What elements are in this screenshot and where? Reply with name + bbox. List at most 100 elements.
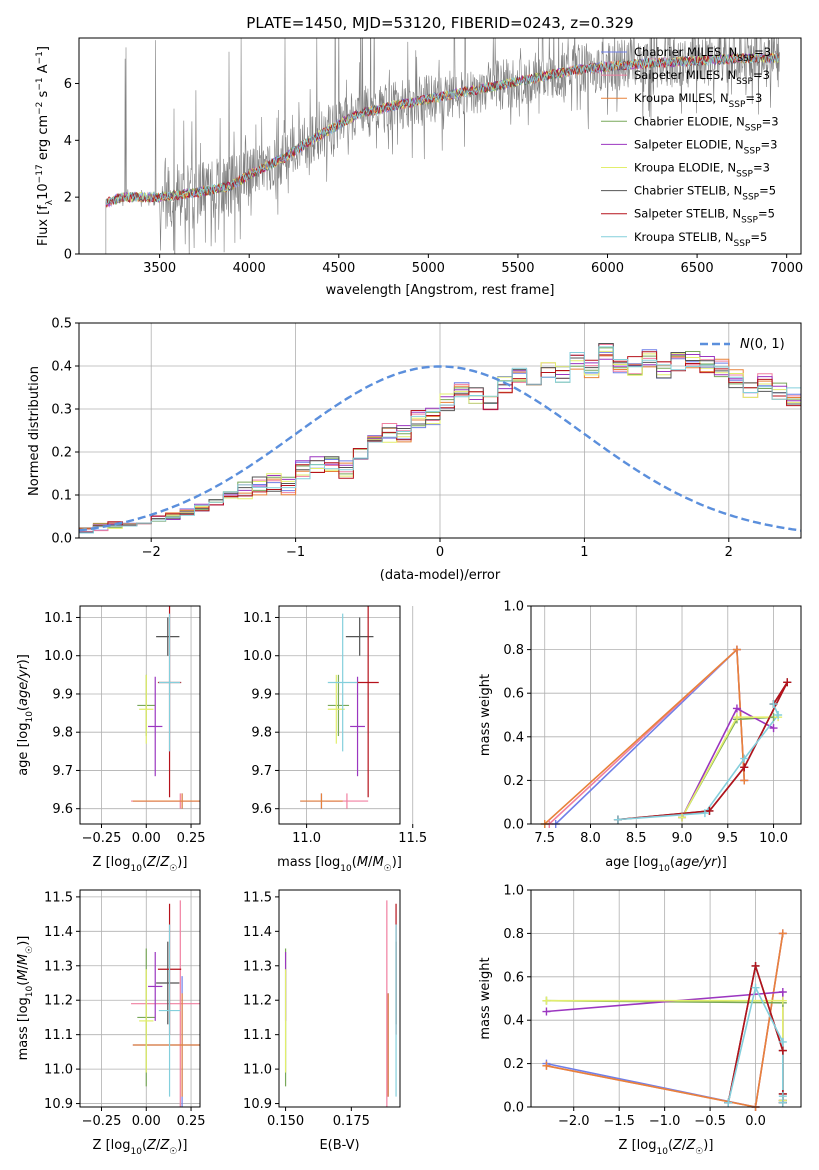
weight-marker-kroupa-stelib: [774, 711, 783, 719]
x-tick-label: 8.0: [580, 831, 601, 846]
x-tick-label: 10.0: [759, 831, 788, 846]
spectrum-y-axis-label: Flux [fλ10−17 erg cm−2 s−1 A−1]: [35, 46, 55, 246]
y-tick-label: 11.3: [243, 959, 272, 974]
x-tick-label: 11.0: [292, 831, 321, 846]
weight-marker-salpeter-elodie: [778, 987, 787, 996]
weight-marker-kroupa-elodie: [732, 713, 741, 722]
weight-marker-kroupa-stelib: [751, 983, 760, 992]
y-tick-label: 9.6: [52, 802, 73, 817]
legend-entry: Kroupa MILES, NSSP=3: [634, 91, 762, 110]
x-tick-label: 11.5: [398, 831, 427, 846]
weight-vs-Z-frame: [530, 889, 802, 1108]
mass-vs-EBV-axes: 0.150 0.175 10.9 11.0 11.1 11.2 11.3 11.4 11.5: [243, 890, 370, 1129]
y-tick-label: 11.4: [243, 925, 272, 940]
age-vs-Z-frame: [79, 605, 201, 825]
mass-vs-EBV-x-axis-label: E(B-V): [319, 1138, 359, 1153]
y-tick-label: 11.2: [243, 994, 272, 1009]
y-tick-label: 1.0: [503, 600, 524, 615]
residuals-legend: N(0, 1): [700, 337, 785, 352]
legend-entry: Kroupa STELIB, NSSP=5: [634, 230, 767, 249]
x-tick-label: 0.25: [177, 1114, 206, 1129]
x-tick-label: −2: [142, 545, 161, 560]
y-tick-label: 0.0: [503, 818, 524, 833]
legend-entry: Chabrier STELIB, NSSP=5: [634, 184, 776, 203]
y-tick-label: 0.0: [503, 1101, 524, 1116]
weight-marker-kroupa-elodie: [542, 996, 551, 1005]
spectrum-x-axis-label: wavelength [Angstrom, rest frame]: [326, 283, 555, 298]
weight-line-kroupa-miles: [546, 933, 784, 1107]
mass-vs-Z-frame: [79, 889, 201, 1108]
mass-vs-Z-plot-area: [131, 900, 200, 1107]
x-tick-label: 0.00: [132, 831, 161, 846]
weight-vs-age-x-axis-label: age [log10(age/yr)]: [605, 855, 727, 874]
x-tick-label: 8.5: [626, 831, 647, 846]
model-spectrum-kroupa-stelib: [105, 52, 780, 206]
y-tick-label: 9.7: [52, 764, 73, 779]
weight-marker-salpeter-elodie: [732, 704, 741, 713]
residuals-y-axis-label: Normed distribution: [27, 366, 42, 496]
x-tick-label: −0.25: [82, 1114, 122, 1129]
y-tick-label: 4: [64, 134, 72, 149]
y-tick-label: 11.1: [44, 1028, 73, 1043]
age-vs-Z-x-axis-label: Z [log10(Z/Z☉)]: [93, 855, 188, 874]
y-tick-label: 0.5: [51, 317, 72, 332]
x-tick-label: −1.0: [649, 1114, 681, 1129]
y-tick-label: 10.9: [44, 1097, 73, 1112]
residuals-x-axis-label: (data-model)/error: [380, 568, 501, 583]
x-tick-label: 4500: [322, 261, 355, 276]
mass-vs-Z-x-axis-label: Z [log10(Z/Z☉)]: [93, 1138, 188, 1157]
histogram-kroupa-stelib: [79, 346, 801, 538]
legend-entry: Kroupa ELODIE, NSSP=3: [634, 161, 770, 180]
histogram-salpeter-elodie: [79, 354, 801, 538]
y-tick-label: 1.0: [503, 884, 524, 899]
y-tick-label: 2: [64, 191, 72, 206]
x-tick-label: 7000: [770, 261, 803, 276]
y-tick-label: 0.3: [51, 403, 72, 418]
histogram-salpeter-stelib: [79, 351, 801, 538]
spectrum-axes: 3500 4000 4500 5000 5500 6000 6500 7000 0 2 4 6: [64, 77, 803, 276]
age-vs-mass-axes: 11.0 11.5 9.6 9.7 9.8 9.9 10.0 10.1: [243, 606, 427, 846]
legend-entry: Salpeter MILES, NSSP=3: [634, 68, 770, 87]
weight-marker-salpeter-stelib: [778, 1046, 787, 1055]
y-tick-label: 9.9: [52, 687, 73, 702]
y-tick-label: 11.5: [243, 890, 272, 905]
histogram-kroupa-elodie: [79, 350, 801, 538]
weight-marker-kroupa-elodie: [778, 996, 787, 1005]
x-tick-label: 6000: [591, 261, 624, 276]
weight-vs-age-y-axis-label: mass weight: [478, 674, 493, 756]
x-tick-label: 3500: [143, 261, 176, 276]
y-tick-label: 11.5: [44, 890, 73, 905]
legend-entry: Salpeter ELODIE, NSSP=3: [634, 137, 777, 156]
weight-marker-salpeter-elodie: [542, 1007, 551, 1016]
y-tick-label: 0.4: [51, 360, 72, 375]
x-tick-label: 1: [580, 545, 588, 560]
weight-marker-kroupa-miles: [542, 1061, 551, 1070]
spectrum-plot-area: [105, 38, 780, 254]
weight-line-chabrier-stelib: [617, 681, 789, 821]
weight-marker-kroupa-stelib: [740, 754, 749, 763]
y-tick-label: 9.8: [52, 726, 73, 741]
y-tick-label: 11.4: [44, 925, 73, 940]
legend-entry: Salpeter STELIB, NSSP=5: [634, 207, 775, 226]
x-tick-label: 0: [436, 545, 444, 560]
x-tick-label: 0.150: [267, 1114, 304, 1129]
x-tick-label: −0.25: [82, 831, 122, 846]
legend-entry: N(0, 1): [740, 337, 785, 352]
weight-marker-kroupa-miles: [740, 776, 749, 785]
age-vs-Z-y-axis-label: age [log10(age/yr)]: [16, 654, 35, 776]
mass-vs-EBV-frame: [278, 889, 401, 1108]
weight-marker-kroupa-stelib: [778, 1098, 787, 1107]
weight-vs-age-frame: [530, 605, 802, 825]
weight-marker-kroupa-stelib: [700, 809, 709, 818]
y-tick-label: 0.4: [503, 1014, 524, 1029]
y-tick-label: 0.0: [51, 532, 72, 547]
y-tick-label: 9.6: [251, 802, 272, 817]
weight-line-kroupa-stelib: [617, 703, 780, 821]
age-vs-mass-frame: [278, 605, 401, 825]
weight-marker-kroupa-miles: [732, 645, 741, 654]
y-tick-label: 10.1: [243, 611, 272, 626]
residuals-axes: −2 −1 0 1 2 0.0 0.1 0.2 0.3 0.4 0.5: [51, 317, 801, 560]
histogram-chabrier-stelib: [79, 343, 801, 538]
y-tick-label: 11.0: [44, 1063, 73, 1078]
